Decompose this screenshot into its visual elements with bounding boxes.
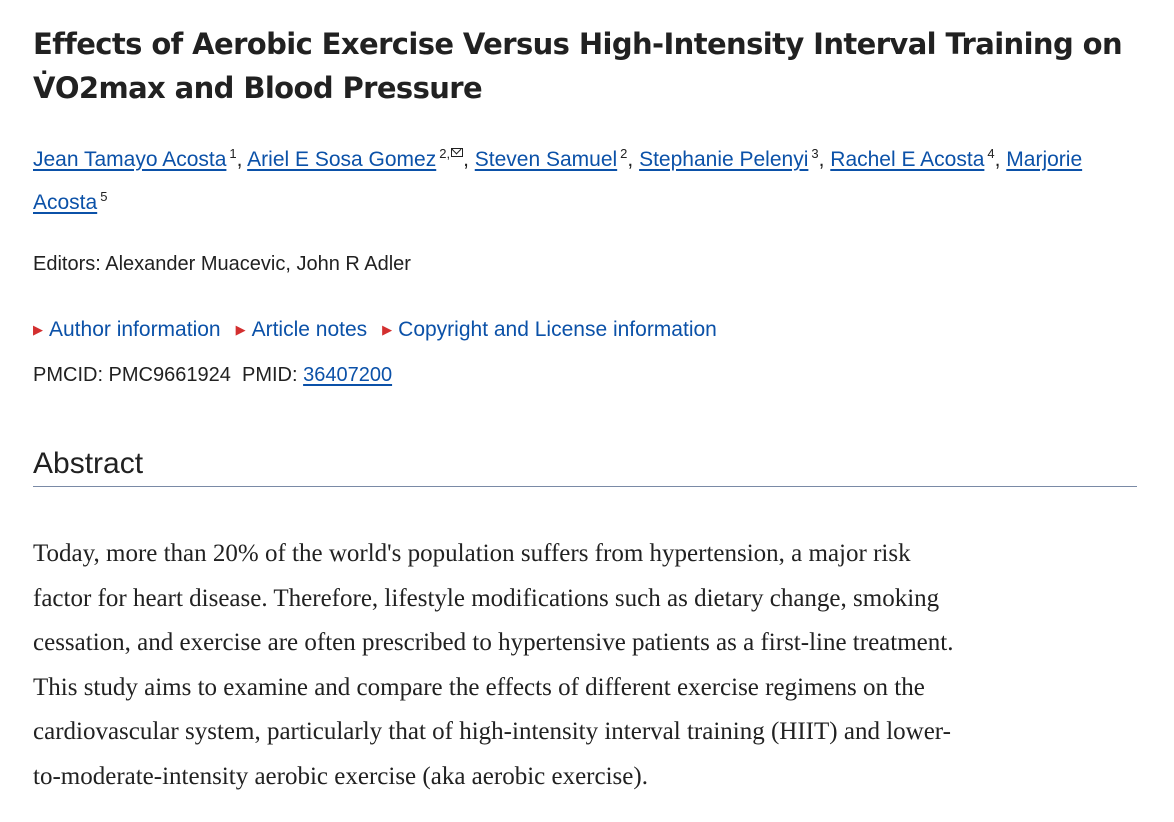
abstract-line: to-moderate-intensity aerobic exercise (… — [33, 762, 648, 790]
triangle-right-icon: ▶ — [382, 322, 393, 337]
article-title-line-2: V̇O2max and Blood Pressure — [33, 71, 483, 105]
author-link-marjorie-acosta-part2[interactable]: Acosta — [33, 191, 98, 214]
section-divider — [33, 486, 1137, 487]
editors-line: Editors: Alexander Muacevic, John R Adle… — [33, 253, 411, 275]
author-separator: , — [994, 148, 1007, 171]
copyright-license-label: Copyright and License information — [398, 318, 717, 341]
author-separator: , — [236, 148, 248, 171]
copyright-license-toggle[interactable]: ▶ Copyright and License information — [382, 316, 717, 344]
author-affiliation-number: 2, — [439, 146, 451, 161]
author-list: Jean Tamayo Acosta 1, Ariel E Sosa Gomez 2… — [33, 138, 1133, 224]
author-affiliation: 5 — [100, 189, 108, 204]
abstract-heading: Abstract — [33, 447, 144, 480]
abstract-line: This study aims to examine and compare t… — [33, 673, 925, 701]
article-notes-label: Article notes — [251, 318, 368, 341]
abstract-line: Today, more than 20% of the world's popu… — [33, 540, 911, 567]
abstract-line: factor for heart disease. Therefore, lif… — [33, 584, 940, 612]
author-affiliation: 1 — [229, 146, 237, 161]
author-affiliation: 4 — [987, 146, 995, 161]
author-link-jean-tamayo-acosta[interactable]: Jean Tamayo Acosta — [33, 148, 227, 171]
author-link-marjorie-acosta-part1[interactable]: Marjorie — [1006, 148, 1083, 171]
triangle-right-icon: ▶ — [235, 322, 246, 337]
pmcid-text: PMCID: PMC9661924 PMID: — [33, 364, 304, 386]
author-link-stephanie-pelenyi[interactable]: Stephanie Pelenyi — [639, 148, 809, 171]
author-affiliation: 2, — [439, 146, 464, 161]
author-affiliation: 2 — [620, 146, 628, 161]
mail-icon[interactable] — [451, 148, 464, 157]
abstract-body: Today, more than 20% of the world's popu… — [33, 532, 1133, 799]
article-title-line-1: Effects of Aerobic Exercise Versus High-… — [33, 27, 1123, 61]
article-notes-bar: ▶ Author information ▶ Article notes ▶ Copy… — [33, 316, 732, 344]
article-title: Effects of Aerobic Exercise Versus High-… — [33, 22, 1133, 110]
author-separator: , — [463, 148, 475, 171]
author-affiliation: 3 — [811, 146, 819, 161]
article-notes-toggle[interactable]: ▶ Article notes — [236, 316, 368, 344]
abstract-line: cardiovascular system, particularly that… — [33, 718, 951, 745]
author-line-2: Acosta 5 — [33, 181, 1133, 224]
author-link-ariel-e-sosa-gomez[interactable]: Ariel E Sosa Gomez — [247, 148, 437, 171]
pmid-link[interactable]: 36407200 — [303, 364, 393, 386]
author-separator: , — [627, 148, 640, 171]
author-line-1: Jean Tamayo Acosta 1, Ariel E Sosa Gomez 2… — [33, 138, 1133, 181]
article-ids: PMCID: PMC9661924 PMID: 36407200 — [33, 361, 392, 389]
author-information-toggle[interactable]: ▶ Author information — [33, 316, 221, 344]
author-link-rachel-e-acosta[interactable]: Rachel E Acosta — [830, 148, 985, 171]
author-information-label: Author information — [49, 318, 221, 341]
triangle-right-icon: ▶ — [33, 322, 43, 337]
abstract-line: cessation, and exercise are often prescr… — [33, 629, 954, 656]
author-separator: , — [818, 148, 831, 171]
author-link-steven-samuel[interactable]: Steven Samuel — [474, 148, 618, 171]
